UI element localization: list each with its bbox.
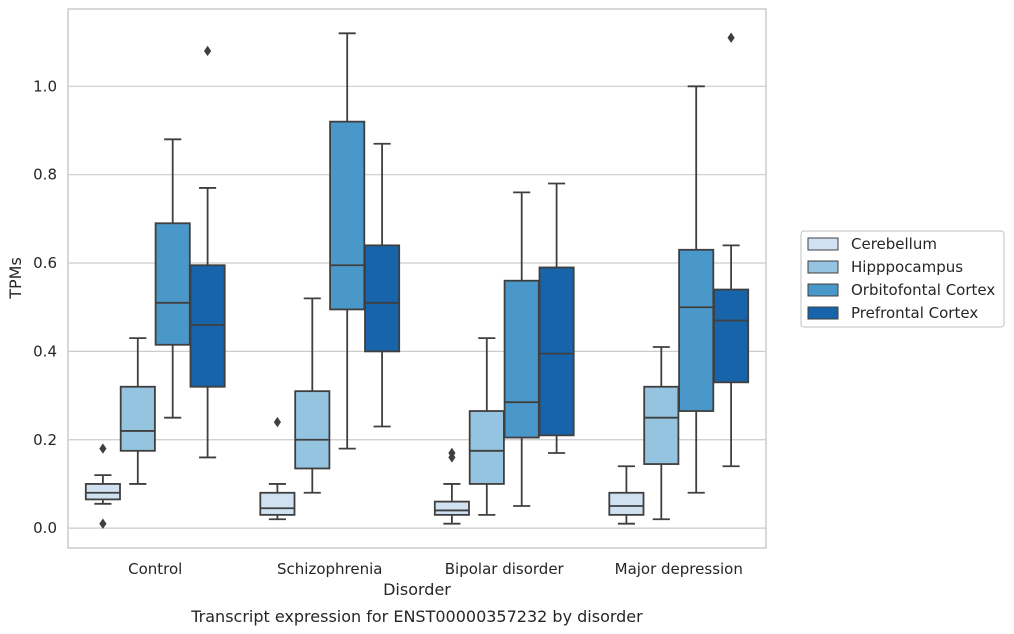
box-plot-area [84, 32, 750, 529]
box [119, 337, 156, 485]
box-body [84, 483, 121, 501]
box [84, 443, 121, 529]
box [678, 85, 715, 494]
box [364, 142, 401, 428]
box-body [154, 222, 191, 346]
y-tick-label: 0.8 [33, 166, 57, 184]
outlier-point [99, 443, 107, 454]
box-body [294, 390, 331, 470]
legend-swatch [807, 237, 839, 251]
y-tick-label: 0.0 [33, 519, 57, 537]
box-body [713, 288, 750, 384]
y-axis-label: TPMs [6, 257, 25, 300]
box-body [119, 385, 156, 452]
legend-swatch [807, 306, 839, 320]
chart-caption: Transcript expression for ENST0000035723… [190, 607, 643, 626]
box [189, 45, 226, 459]
box [468, 337, 505, 516]
plot-frame [67, 8, 767, 549]
box-body [329, 120, 366, 311]
outlier-point [727, 32, 735, 43]
x-tick-label: Schizophrenia [277, 560, 382, 578]
legend: Cerebellum Hipppocampus Orbitofontal Corte… [800, 230, 1005, 328]
box [294, 297, 331, 494]
box-body [364, 244, 401, 353]
legend-label: Orbitofontal Cortex [851, 281, 995, 299]
box-body [468, 410, 505, 485]
box-body [538, 266, 575, 437]
box-body [643, 385, 680, 465]
outlier-point [273, 416, 281, 428]
legend-label: Prefrontal Cortex [851, 304, 978, 322]
y-tick-label: 1.0 [33, 77, 57, 95]
x-tick-label: Control [128, 560, 182, 578]
y-tick-label: 0.4 [33, 342, 57, 360]
legend-swatch [807, 283, 839, 297]
x-axis-ticks: Control Schizophrenia Bipolar disorder Majo… [128, 560, 743, 578]
outlier-point [204, 45, 212, 57]
y-axis-ticks: 0.0 0.2 0.4 0.6 0.8 1.0 [33, 77, 57, 537]
x-axis-label: Disorder [383, 580, 451, 599]
box [154, 138, 191, 419]
box [329, 32, 366, 450]
outlier-point [99, 518, 107, 529]
box-body [503, 279, 540, 439]
y-tick-label: 0.6 [33, 254, 57, 272]
box-body [608, 491, 645, 516]
x-tick-label: Bipolar disorder [445, 560, 565, 578]
box-body [433, 500, 470, 516]
y-tick-label: 0.2 [33, 431, 57, 449]
box [643, 346, 680, 521]
x-tick-label: Major depression [615, 560, 743, 578]
legend-label: Hipppocampus [851, 258, 963, 276]
box-body [678, 248, 715, 412]
box [503, 191, 540, 507]
legend-label: Cerebellum [851, 235, 937, 253]
legend-swatch [807, 260, 839, 274]
box-body [189, 264, 226, 388]
box [433, 447, 470, 525]
box [259, 416, 296, 521]
box [608, 465, 645, 525]
box [538, 182, 575, 454]
box [713, 32, 750, 468]
legend-frame [800, 230, 1005, 328]
box-body [259, 491, 296, 516]
outlier-point [448, 452, 456, 463]
